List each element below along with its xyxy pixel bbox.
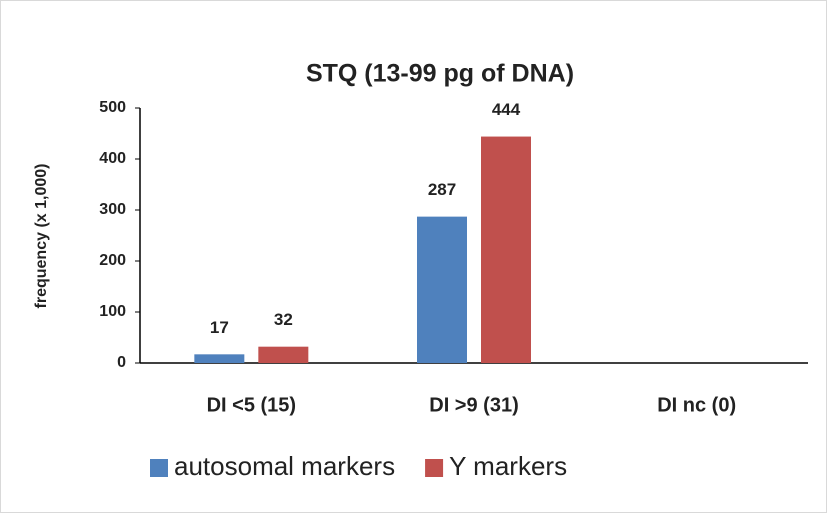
y-tick-label: 200 bbox=[99, 252, 126, 269]
legend-label: Y markers bbox=[449, 451, 567, 481]
bar bbox=[194, 354, 245, 363]
bar bbox=[481, 136, 531, 363]
y-tick-label: 300 bbox=[99, 201, 126, 218]
x-tick-label: DI <5 (15) bbox=[207, 394, 296, 416]
y-tick-label: 0 bbox=[117, 354, 126, 371]
data-label: 444 bbox=[492, 100, 521, 119]
x-tick-label: DI nc (0) bbox=[657, 394, 736, 416]
legend-swatch bbox=[425, 459, 444, 477]
legend-label: autosomal markers bbox=[174, 451, 395, 481]
chart-title: STQ (13-99 pg of DNA) bbox=[306, 60, 574, 88]
bar bbox=[258, 346, 309, 363]
data-label: 32 bbox=[274, 310, 293, 329]
data-label: 287 bbox=[428, 180, 456, 199]
data-label: 17 bbox=[210, 318, 229, 337]
legend-swatch bbox=[150, 459, 168, 477]
bar bbox=[417, 216, 467, 363]
y-tick-label: 500 bbox=[99, 99, 126, 116]
y-tick-label: 100 bbox=[99, 303, 126, 320]
y-tick-label: 400 bbox=[99, 150, 126, 167]
y-axis-label: frequency (x 1,000) bbox=[33, 164, 50, 309]
x-tick-label: DI >9 (31) bbox=[429, 394, 518, 416]
